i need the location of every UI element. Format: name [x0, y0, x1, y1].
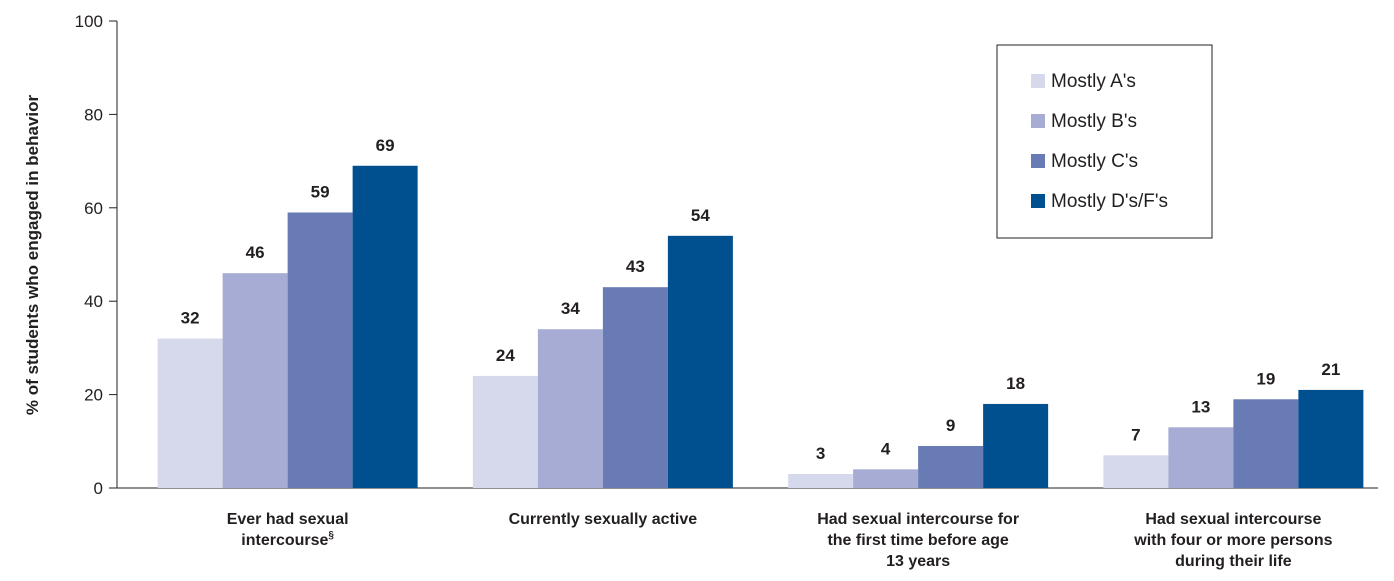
data-label: 54 — [691, 206, 710, 225]
bar — [602, 287, 668, 488]
legend-swatch — [1031, 154, 1045, 168]
legend-entry: Mostly A's — [1051, 71, 1136, 92]
category-label-line: during their life — [1175, 553, 1292, 570]
category-label-line: intercourse — [241, 532, 328, 549]
legend-entry: Mostly D's/F's — [1051, 191, 1168, 212]
data-label: 18 — [1006, 374, 1025, 393]
bar — [537, 329, 603, 488]
bar — [1233, 399, 1299, 488]
data-label: 13 — [1191, 397, 1210, 416]
bar — [157, 338, 223, 488]
y-tick-label: 100 — [75, 12, 103, 31]
data-label: 34 — [561, 299, 580, 318]
category-label-line: Had sexual intercourse for — [817, 511, 1019, 528]
category-label-line: Ever had sexual — [227, 511, 349, 528]
legend-swatch — [1031, 194, 1045, 208]
data-label: 3 — [816, 444, 825, 463]
y-tick-label: 80 — [84, 105, 103, 124]
data-label: 69 — [376, 136, 395, 155]
bar — [853, 469, 919, 488]
category-label-line: the first time before age — [827, 532, 1008, 549]
bar — [788, 473, 854, 488]
data-label: 46 — [246, 243, 265, 262]
bar — [667, 235, 733, 488]
bar — [1298, 389, 1364, 488]
category-labels: Ever had sexual intercourse§ Currently sex… — [227, 511, 1333, 570]
data-label: 19 — [1256, 369, 1275, 388]
y-tick-label: 20 — [84, 386, 103, 405]
bar — [222, 273, 288, 488]
category-label-superscript: § — [328, 530, 334, 541]
data-label: 9 — [946, 416, 955, 435]
data-label: 43 — [626, 257, 645, 276]
bar — [983, 403, 1049, 488]
legend-swatch — [1031, 114, 1045, 128]
bar — [1168, 427, 1234, 488]
bar — [472, 375, 538, 488]
legend: Mostly A's Mostly B's Mostly C's Mostly D's… — [996, 44, 1213, 239]
legend-swatch — [1031, 74, 1045, 88]
data-label: 24 — [496, 346, 515, 365]
category-label-line: Currently sexually active — [509, 511, 698, 528]
category-label: Ever had sexual intercourse§ — [227, 511, 349, 549]
bar — [1103, 455, 1169, 488]
y-axis-label: % of students who engaged in behavior — [23, 95, 42, 416]
category-label-line: Had sexual intercourse — [1145, 511, 1321, 528]
category-label: Had sexual intercourse for the first time… — [817, 511, 1019, 570]
category-label: Had sexual intercourse with four or more … — [1133, 511, 1332, 570]
data-label: 59 — [311, 182, 330, 201]
category-label-line: with four or more persons — [1133, 532, 1332, 549]
bar — [918, 445, 984, 488]
legend-entry: Mostly B's — [1051, 111, 1137, 132]
data-label: 32 — [181, 309, 200, 328]
data-label: 7 — [1131, 425, 1140, 444]
category-label: Currently sexually active — [509, 511, 698, 528]
bar — [287, 212, 353, 488]
category-label-line: 13 years — [886, 553, 950, 570]
y-tick-label: 40 — [84, 292, 103, 311]
y-tick-label: 60 — [84, 199, 103, 218]
bar — [352, 165, 418, 488]
data-label: 21 — [1321, 360, 1340, 379]
y-tick-label: 0 — [94, 479, 103, 498]
bars — [157, 165, 1364, 488]
legend-entry: Mostly C's — [1051, 151, 1138, 172]
data-label: 4 — [881, 439, 891, 458]
